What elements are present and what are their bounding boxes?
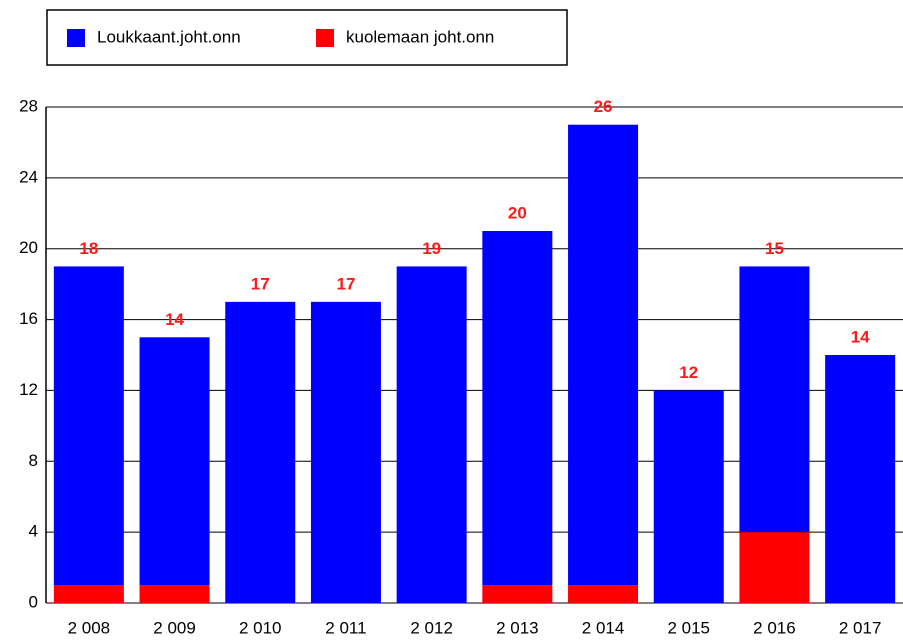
y-tick-label: 24 xyxy=(19,167,38,186)
bar-segment xyxy=(310,301,381,603)
bar-segment xyxy=(139,585,210,603)
y-tick-label: 20 xyxy=(19,238,38,257)
legend-swatch xyxy=(67,29,85,47)
x-tick-label: 2 015 xyxy=(667,618,710,637)
bar-segment xyxy=(139,337,210,586)
y-tick-label: 28 xyxy=(19,96,38,115)
x-tick-label: 2 016 xyxy=(753,618,796,637)
bar-segment xyxy=(225,301,296,603)
legend-label: Loukkaant.joht.onn xyxy=(97,27,241,46)
value-label: 20 xyxy=(508,203,527,222)
legend-swatch xyxy=(316,29,334,47)
y-tick-label: 12 xyxy=(19,380,38,399)
value-label: 18 xyxy=(79,239,98,258)
value-label: 19 xyxy=(422,239,441,258)
value-label: 14 xyxy=(165,310,184,329)
x-tick-label: 2 012 xyxy=(410,618,453,637)
value-label: 17 xyxy=(336,274,355,293)
value-label: 12 xyxy=(679,363,698,382)
x-tick-label: 2 014 xyxy=(582,618,625,637)
bar-segment xyxy=(739,532,810,603)
value-label: 15 xyxy=(765,239,784,258)
value-label: 14 xyxy=(851,327,870,346)
x-tick-label: 2 008 xyxy=(68,618,111,637)
y-tick-label: 8 xyxy=(29,451,38,470)
bar-segment xyxy=(482,585,553,603)
legend-label: kuolemaan joht.onn xyxy=(346,27,494,46)
bar-segment xyxy=(568,124,639,586)
bar-segment xyxy=(53,585,124,603)
bar-segment xyxy=(482,231,553,586)
bar-segment xyxy=(739,266,810,533)
y-tick-label: 16 xyxy=(19,309,38,328)
bar-segment xyxy=(825,355,896,603)
legend-box xyxy=(46,9,568,66)
y-tick-label: 0 xyxy=(29,592,38,611)
x-tick-label: 2 013 xyxy=(496,618,539,637)
y-tick-label: 4 xyxy=(29,522,38,541)
bar-segment xyxy=(653,390,724,603)
value-label: 17 xyxy=(251,274,270,293)
x-tick-label: 2 017 xyxy=(839,618,882,637)
x-tick-label: 2 011 xyxy=(325,618,366,637)
bar-segment xyxy=(396,266,467,603)
bar-segment xyxy=(568,585,639,603)
value-label: 26 xyxy=(594,97,613,116)
x-tick-label: 2 010 xyxy=(239,618,282,637)
x-tick-label: 2 009 xyxy=(153,618,196,637)
bar-segment xyxy=(53,266,124,586)
